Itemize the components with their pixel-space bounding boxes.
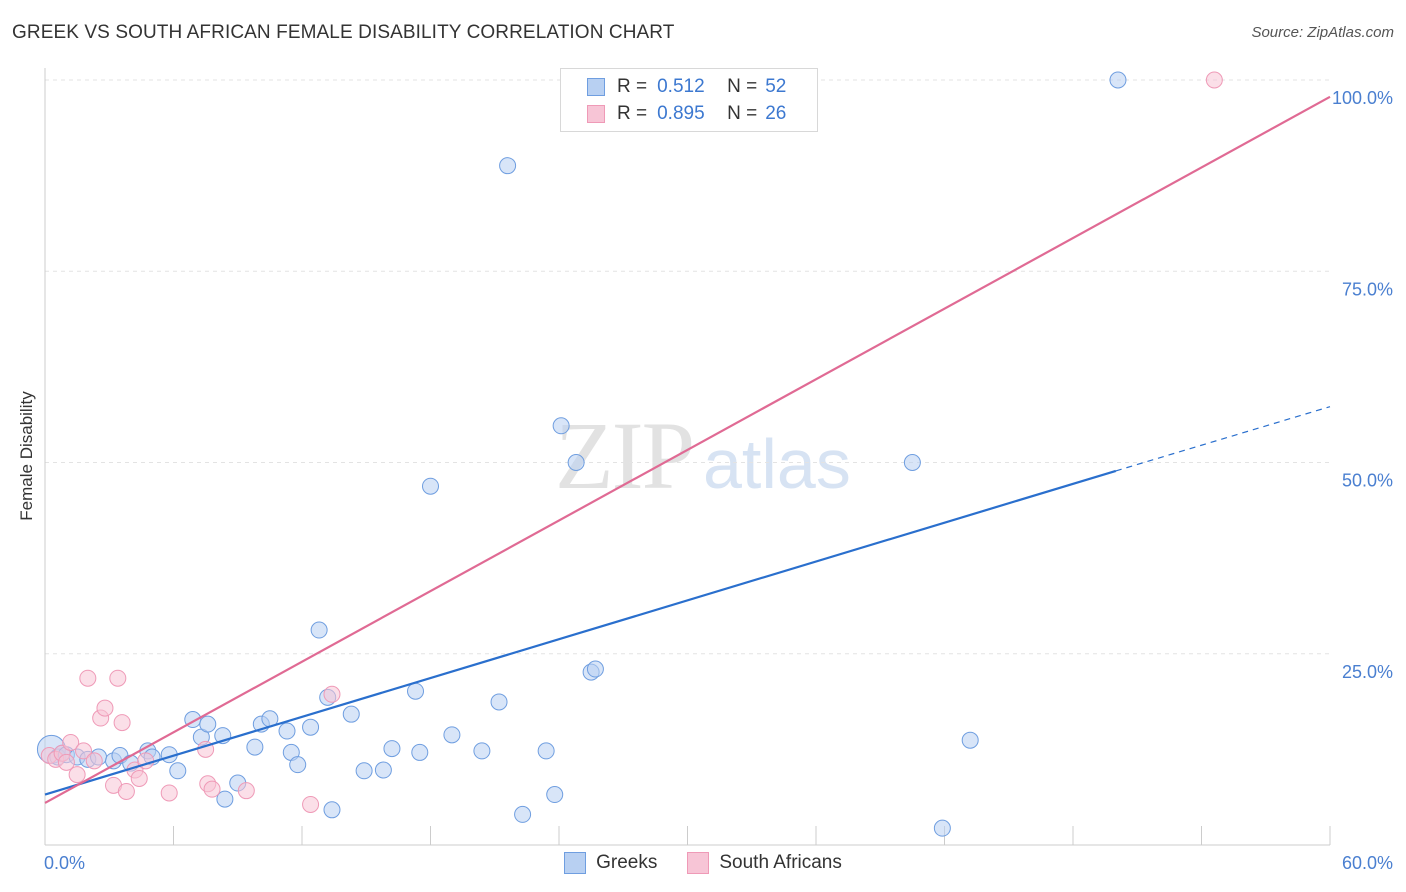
data-points xyxy=(36,71,1223,837)
point-south-africans xyxy=(1205,71,1223,89)
point-greeks xyxy=(407,682,425,700)
point-south-africans xyxy=(130,769,148,787)
legend-n-label: N = xyxy=(727,103,758,124)
y-tick-label: 100.0% xyxy=(1332,88,1393,108)
gridlines xyxy=(45,79,1330,655)
y-tick-label: 75.0% xyxy=(1342,279,1393,299)
x-tick-label: 60.0% xyxy=(1342,853,1393,873)
point-south-africans xyxy=(96,699,114,717)
point-greeks xyxy=(246,738,264,756)
point-greeks xyxy=(216,790,234,808)
point-south-africans xyxy=(85,752,103,770)
point-greeks xyxy=(278,722,296,740)
legend-item-south-africans[interactable]: South Africans xyxy=(687,852,842,874)
point-greeks xyxy=(310,621,328,639)
point-greeks xyxy=(537,742,555,760)
x-tick-label: 0.0% xyxy=(44,853,85,873)
point-south-africans xyxy=(68,766,86,784)
legend-label-south-africans: South Africans xyxy=(719,852,842,873)
legend-row-south-africans: R = 0.895 N = 26 xyxy=(587,102,786,126)
watermark-atlas: atlas xyxy=(703,425,851,503)
point-south-africans xyxy=(302,795,320,813)
chart-title: GREEK VS SOUTH AFRICAN FEMALE DISABILITY… xyxy=(12,22,675,43)
point-south-africans xyxy=(237,782,255,800)
point-south-africans xyxy=(75,742,93,760)
point-greeks xyxy=(411,743,429,761)
point-south-africans xyxy=(62,733,80,751)
point-greeks xyxy=(323,801,341,819)
point-greeks xyxy=(383,740,401,758)
point-greeks xyxy=(933,819,951,837)
point-greeks xyxy=(374,761,392,779)
point-south-africans xyxy=(79,669,97,687)
legend-r-label: R = xyxy=(617,76,648,97)
point-greeks xyxy=(499,157,517,175)
point-greeks xyxy=(302,718,320,736)
tick-labels: 25.0% 50.0% 75.0% 100.0% 0.0% 60.0% xyxy=(44,88,1393,873)
point-greeks xyxy=(443,726,461,744)
point-greeks xyxy=(903,454,921,471)
legend-n-value: 26 xyxy=(765,103,787,124)
point-south-africans xyxy=(117,782,135,800)
point-greeks xyxy=(199,715,217,733)
point-greeks xyxy=(422,477,439,495)
point-south-africans xyxy=(109,669,127,687)
point-greeks xyxy=(586,660,604,678)
trend-line-south-africans xyxy=(44,95,1331,804)
point-greeks xyxy=(1109,71,1127,89)
point-greeks xyxy=(567,454,585,471)
point-south-africans xyxy=(113,714,131,732)
trend-line-greeks xyxy=(44,469,1117,796)
point-south-africans xyxy=(203,780,221,798)
point-greeks xyxy=(289,756,307,774)
legend-item-greeks[interactable]: Greeks xyxy=(564,852,657,874)
trend-lines xyxy=(44,95,1331,804)
legend-r-label: R = xyxy=(617,103,648,124)
source-label: Source: ZipAtlas.com xyxy=(1251,24,1394,41)
axes xyxy=(44,68,1331,846)
point-greeks xyxy=(552,417,570,435)
y-tick-label: 25.0% xyxy=(1342,662,1393,682)
legend-r-value: 0.512 xyxy=(657,76,705,97)
series-legend: Greeks South Africans xyxy=(0,852,1406,874)
y-tick-label: 50.0% xyxy=(1342,471,1393,491)
point-greeks xyxy=(490,693,508,711)
point-greeks xyxy=(514,805,532,823)
point-greeks xyxy=(546,786,564,804)
legend-swatch-greeks xyxy=(564,852,587,874)
point-south-africans xyxy=(57,753,75,771)
legend-r-value: 0.895 xyxy=(657,103,705,124)
legend-n-value: 52 xyxy=(765,76,787,97)
point-greeks xyxy=(342,705,360,723)
point-greeks xyxy=(355,762,373,780)
legend-swatch-south-africans xyxy=(587,105,605,123)
legend-n-label: N = xyxy=(727,76,758,97)
trend-extension-greeks xyxy=(1115,406,1331,472)
legend-swatch-south-africans xyxy=(687,852,710,874)
point-south-africans xyxy=(323,685,341,703)
point-greeks xyxy=(961,731,979,749)
point-greeks xyxy=(473,742,491,760)
legend-label-greeks: Greeks xyxy=(596,852,658,873)
point-south-africans xyxy=(160,784,178,802)
point-greeks xyxy=(169,762,187,780)
legend-row-greeks: R = 0.512 N = 52 xyxy=(587,75,786,99)
legend-swatch-greeks xyxy=(587,78,605,96)
stats-legend: R = 0.512 N = 52 R = 0.895 N = 26 xyxy=(560,68,818,132)
